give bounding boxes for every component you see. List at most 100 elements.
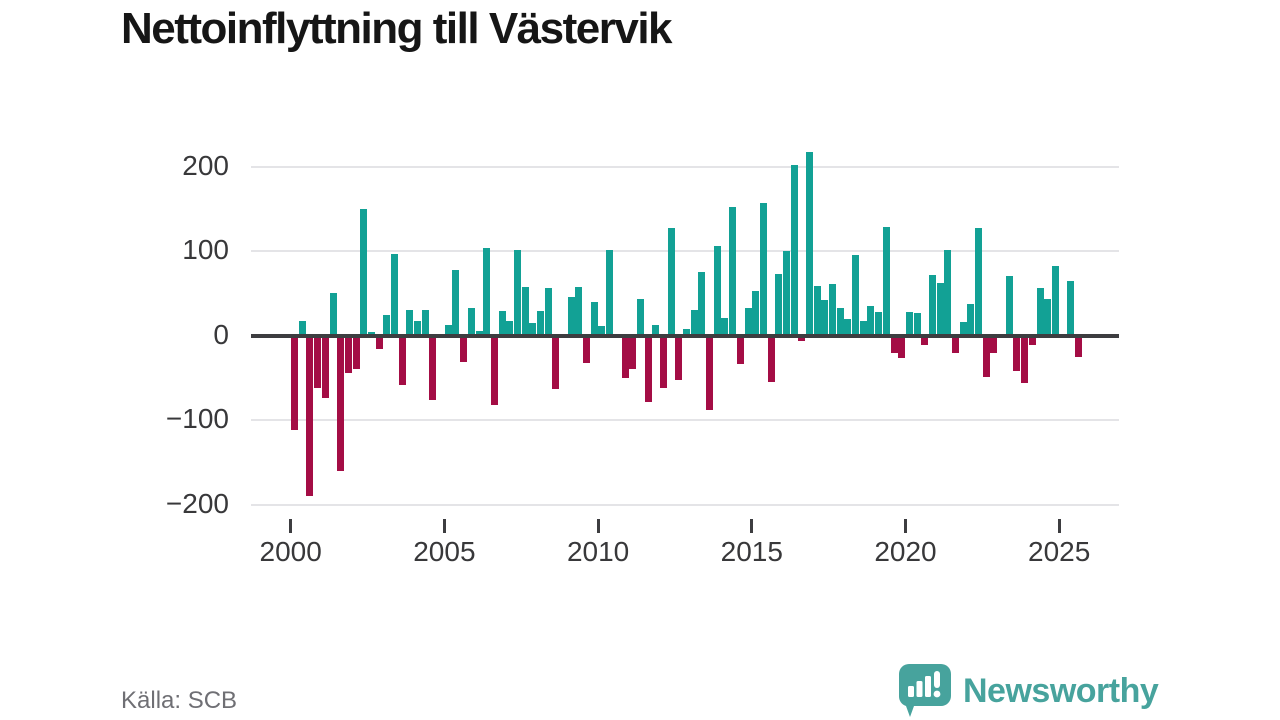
bar-2007-Q3 <box>521 286 529 336</box>
bar-2006-Q4 <box>498 311 506 336</box>
gridline--200 <box>250 503 1119 506</box>
bar-2022-Q1 <box>967 304 975 336</box>
gridline-200 <box>250 165 1119 168</box>
bar-2004-Q1 <box>414 320 421 336</box>
bar-2008-Q1 <box>537 311 544 336</box>
bar-2019-Q1 <box>875 312 883 336</box>
bar-2023-Q4 <box>1021 335 1029 383</box>
bar-2007-Q1 <box>506 320 514 336</box>
bar-chart-bubble-icon <box>898 664 951 717</box>
bar-2017-Q2 <box>821 300 829 336</box>
y-axis-label-0: 0 <box>213 318 229 350</box>
bar-2009-Q2 <box>575 286 583 336</box>
bar-2006-Q2 <box>483 247 491 336</box>
bar-2002-Q1 <box>352 335 360 370</box>
x-axis-tick-2000 <box>289 519 293 533</box>
bar-2016-Q4 <box>805 151 813 336</box>
bar-2005-Q2 <box>452 269 460 336</box>
bar-2009-Q3 <box>583 335 591 363</box>
bar-2018-Q3 <box>859 321 867 336</box>
x-axis-tick-2025 <box>1057 519 1061 533</box>
bar-2006-Q3 <box>490 335 498 405</box>
bar-2004-Q2 <box>421 309 429 336</box>
y-axis-label-100: 100 <box>182 234 229 266</box>
bar-2009-Q1 <box>567 296 575 336</box>
bar-2014-Q3 <box>736 335 744 364</box>
bar-2012-Q4 <box>683 328 690 336</box>
bar-2020-Q2 <box>913 312 921 336</box>
newsworthy-logo-text: Newsworthy <box>963 671 1159 710</box>
bar-2015-Q2 <box>759 203 767 336</box>
bar-2024-Q3 <box>1044 298 1052 336</box>
bar-2008-Q2 <box>544 288 552 336</box>
bar-2015-Q1 <box>752 290 760 336</box>
x-axis-label-2020: 2020 <box>874 536 937 567</box>
bar-2016-Q2 <box>790 165 798 336</box>
bar-2022-Q2 <box>975 228 982 336</box>
bar-2024-Q2 <box>1036 287 1044 336</box>
bar-2022-Q4 <box>990 335 998 353</box>
bar-2019-Q2 <box>882 226 890 336</box>
zero-axis-line <box>250 333 1119 338</box>
bar-2005-Q1 <box>444 324 452 336</box>
bar-2021-Q1 <box>936 283 944 336</box>
bar-2025-Q3 <box>1074 335 1082 357</box>
bar-2000-Q1 <box>291 335 298 431</box>
x-axis-label-2015: 2015 <box>720 536 783 567</box>
bar-2023-Q3 <box>1013 335 1021 372</box>
bar-2019-Q3 <box>890 335 898 353</box>
bar-2017-Q3 <box>829 284 836 336</box>
bar-2004-Q3 <box>429 335 437 400</box>
bar-2013-Q4 <box>713 246 721 336</box>
bar-2001-Q4 <box>344 335 352 373</box>
bar-2006-Q1 <box>475 330 483 336</box>
bar-2021-Q3 <box>952 335 959 353</box>
bar-2014-Q4 <box>744 307 752 336</box>
bar-2000-Q3 <box>306 335 314 497</box>
bar-2015-Q3 <box>767 335 775 383</box>
bar-2010-Q2 <box>606 249 614 336</box>
bar-2013-Q2 <box>698 272 706 336</box>
y-axis-label--200: −200 <box>165 487 229 519</box>
bar-2022-Q3 <box>982 335 990 378</box>
bar-2015-Q4 <box>775 274 783 336</box>
bar-2001-Q3 <box>337 335 345 471</box>
bar-2017-Q4 <box>836 307 844 336</box>
bar-2001-Q1 <box>321 335 329 399</box>
bar-2000-Q4 <box>314 335 322 389</box>
bar-2018-Q4 <box>867 306 875 336</box>
bar-2005-Q3 <box>460 335 468 362</box>
bar-2011-Q1 <box>629 335 637 370</box>
y-axis-label--100: −100 <box>165 403 229 435</box>
bar-2012-Q3 <box>675 335 683 381</box>
bar-2007-Q4 <box>529 323 537 336</box>
bar-2014-Q1 <box>721 318 729 336</box>
bar-2002-Q3 <box>367 331 375 336</box>
bar-2003-Q2 <box>390 253 398 336</box>
x-axis-tick-2005 <box>442 519 446 533</box>
newsworthy-logo: Newsworthy <box>898 663 1159 719</box>
x-axis-label-2000: 2000 <box>259 536 322 567</box>
bar-2018-Q2 <box>852 255 859 336</box>
bar-2011-Q4 <box>652 324 660 336</box>
gridline-100 <box>250 250 1119 253</box>
bar-2021-Q4 <box>959 322 967 336</box>
bar-2013-Q3 <box>706 335 713 411</box>
x-axis-tick-2015 <box>750 519 754 533</box>
bar-2020-Q4 <box>928 274 936 336</box>
bar-2012-Q1 <box>659 335 667 389</box>
x-axis-label-2010: 2010 <box>566 536 630 567</box>
bar-2000-Q2 <box>298 320 306 336</box>
bar-2016-Q1 <box>782 251 790 336</box>
bar-2001-Q2 <box>329 293 337 336</box>
bar-2011-Q3 <box>644 335 652 403</box>
x-axis-tick-2010 <box>596 519 600 533</box>
gridline--100 <box>250 419 1119 422</box>
bar-2012-Q2 <box>667 227 675 336</box>
bar-2023-Q2 <box>1005 275 1013 336</box>
bar-2003-Q4 <box>406 309 414 336</box>
bar-2020-Q3 <box>921 335 929 345</box>
bar-2021-Q2 <box>944 250 952 336</box>
x-axis-label-2005: 2005 <box>413 536 476 567</box>
bar-2024-Q1 <box>1028 335 1036 345</box>
